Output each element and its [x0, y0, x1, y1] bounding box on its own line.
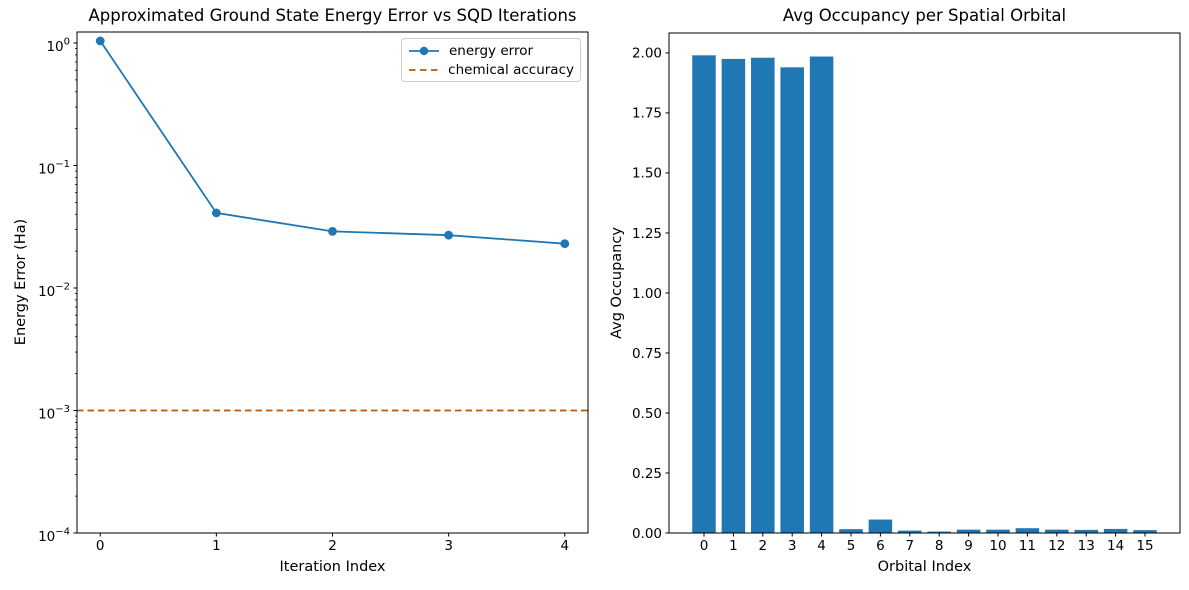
y-tick-label: 10−3 [38, 404, 70, 423]
y-tick-label: 10−2 [38, 282, 70, 301]
bar [927, 531, 951, 533]
legend-entry-chemical-accuracy: chemical accuracy [408, 60, 574, 79]
axes-spines [76, 31, 589, 534]
bar [986, 529, 1010, 533]
bar [692, 55, 716, 533]
x-tick-label: 8 [935, 538, 944, 554]
bar [809, 56, 834, 533]
data-point [211, 208, 221, 218]
x-tick-label: 11 [1019, 538, 1036, 554]
legend-entry-energy-error: energy error [408, 41, 574, 60]
data-point [444, 230, 454, 240]
y-tick-label: 0.75 [632, 346, 662, 362]
left-yaxis-label: Energy Error (Ha) [13, 218, 29, 346]
x-tick-label: 3 [444, 538, 453, 554]
bar [751, 57, 775, 533]
bar [1045, 529, 1069, 533]
right-xaxis-label: Orbital Index [877, 559, 972, 575]
x-tick-label: 5 [847, 538, 856, 554]
x-tick-label: 7 [906, 538, 915, 554]
y-tick-label: 1.50 [632, 166, 662, 182]
bar [1015, 528, 1040, 533]
x-tick-label: 0 [96, 538, 105, 554]
x-tick-label: 1 [212, 538, 221, 554]
x-tick-label: 4 [560, 538, 569, 554]
y-tick-label: 0.50 [632, 406, 662, 422]
bar [721, 58, 746, 534]
bar [839, 529, 863, 533]
bar [898, 530, 922, 533]
x-tick-label: 0 [700, 538, 709, 554]
y-tick-label: 100 [46, 37, 70, 56]
x-tick-label: 1 [729, 538, 738, 554]
y-tick-label: 1.75 [632, 106, 662, 122]
legend-label-energy-error: energy error [449, 42, 534, 59]
x-tick-label: 15 [1136, 538, 1153, 554]
bar [1133, 530, 1157, 533]
x-tick-label: 6 [876, 538, 885, 554]
x-tick-label: 13 [1078, 538, 1095, 554]
x-tick-label: 3 [788, 538, 797, 554]
x-tick-label: 2 [758, 538, 767, 554]
line-with-marker-icon [409, 46, 439, 55]
y-tick-label: 2.00 [632, 46, 662, 62]
left-xaxis-label: Iteration Index [279, 559, 386, 575]
x-tick-label: 4 [817, 538, 826, 554]
data-point [328, 226, 337, 236]
bar [780, 67, 804, 533]
legend-label-chemical-accuracy: chemical accuracy [448, 61, 574, 78]
y-tick-label: 1.00 [632, 286, 662, 302]
y-tick-label: 10−1 [38, 159, 70, 178]
data-point [560, 239, 570, 249]
y-tick-label: 10−4 [38, 527, 70, 546]
bar [1074, 529, 1098, 533]
right-chart-title: Avg Occupancy per Spatial Orbital [782, 6, 1067, 25]
x-tick-label: 14 [1107, 538, 1124, 554]
bar [1103, 528, 1128, 533]
x-tick-label: 9 [964, 538, 973, 554]
left-chart-title: Approximated Ground State Energy Error v… [88, 6, 577, 25]
y-tick-label: 0.00 [632, 526, 662, 542]
right-yaxis-label: Avg Occupancy [609, 227, 625, 339]
x-tick-label: 12 [1048, 538, 1065, 554]
axes-spines [668, 32, 1181, 534]
x-tick-label: 2 [328, 538, 337, 554]
legend: energy error chemical accuracy [401, 38, 581, 82]
dashed-line-icon [409, 68, 439, 71]
bar [868, 519, 893, 533]
y-tick-label: 0.25 [632, 466, 662, 482]
y-tick-label: 1.25 [632, 226, 662, 242]
x-tick-label: 10 [989, 538, 1006, 554]
bar [956, 529, 981, 533]
data-point [95, 36, 105, 46]
